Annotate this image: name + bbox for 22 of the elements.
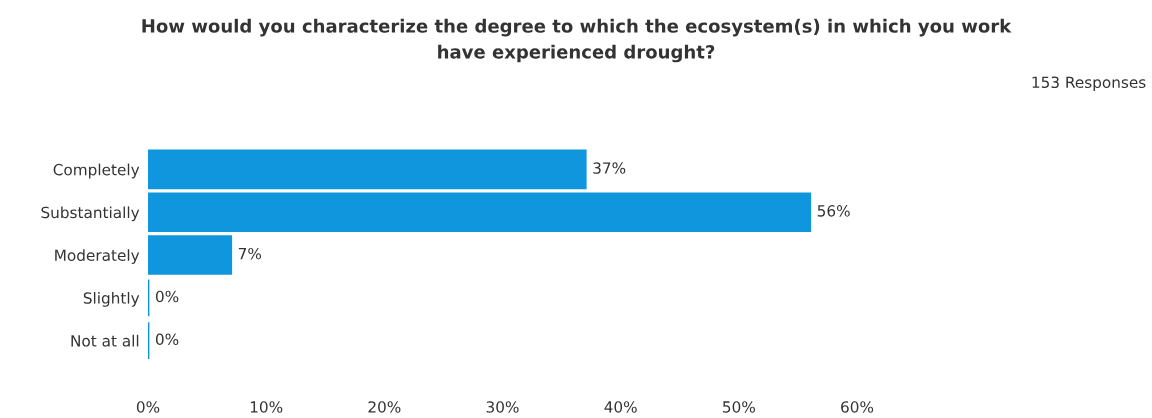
x-tick-label: 10% — [250, 401, 283, 413]
data-label: 7% — [238, 247, 262, 260]
data-label: 37% — [593, 162, 626, 174]
x-tick-label: 20% — [368, 401, 401, 413]
x-tick-label: 0% — [136, 401, 160, 413]
bar — [148, 235, 233, 275]
data-label: 0% — [155, 290, 179, 303]
y-tick-label: Moderately — [55, 249, 140, 264]
x-tick-label: 30% — [486, 401, 519, 413]
y-tick-label: Substantially — [41, 206, 140, 222]
y-tick-label: Completely — [53, 163, 140, 179]
y-tick-label: Slightly — [83, 292, 140, 307]
bar — [148, 149, 587, 190]
text: 153 Responses — [1032, 76, 1146, 91]
x-tick-label: 40% — [604, 401, 637, 413]
data-label: 0% — [155, 333, 179, 346]
chart-title: How would you characterize the degree to which the ecosystem(s) in which you work have experienced drought? — [142, 18, 1012, 63]
y-tick-label: Not at all — [71, 334, 139, 347]
data-label: 56% — [817, 205, 850, 217]
x-tick-label: 60% — [841, 401, 874, 413]
bar — [148, 192, 812, 232]
x-tick-label: 50% — [723, 401, 755, 413]
